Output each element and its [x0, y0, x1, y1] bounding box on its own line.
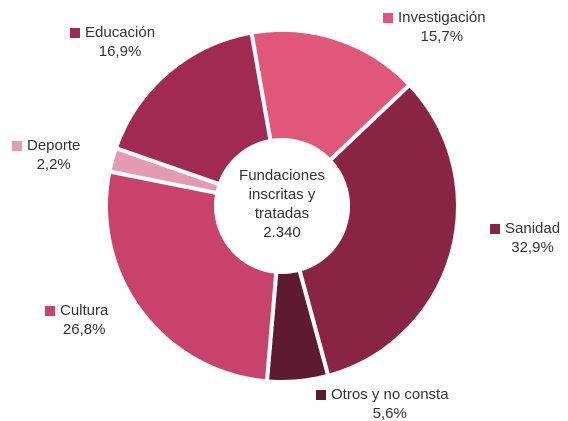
category-label: Otros y no consta [331, 386, 449, 403]
donut-slice [113, 30, 273, 187]
legend-swatch [70, 28, 80, 38]
value-label: 2,2% [37, 156, 71, 173]
category-label: Cultura [60, 302, 109, 319]
value-label: 26,8% [63, 321, 106, 338]
value-label: 32,9% [511, 239, 554, 256]
legend-swatch [316, 390, 326, 400]
legend-swatch [383, 13, 393, 23]
donut-slice [296, 81, 460, 379]
center-label: Fundaciones [239, 167, 325, 184]
category-label: Sanidad [505, 220, 560, 237]
donut-slice [104, 169, 279, 384]
category-label: Deporte [27, 137, 80, 154]
legend-swatch [45, 306, 55, 316]
center-label: tratadas [255, 205, 309, 222]
donut-hole [218, 142, 346, 270]
category-label: Educación [85, 24, 155, 41]
legend-swatch [490, 224, 500, 234]
value-label: 16,9% [99, 43, 142, 60]
donut-slice [249, 28, 413, 164]
value-label: 5,6% [373, 405, 407, 421]
value-label: 15,7% [421, 28, 464, 45]
legend-swatch [12, 141, 22, 151]
category-label: Investigación [398, 9, 486, 26]
center-label: inscritas y [249, 186, 316, 203]
center-label: 2.340 [263, 224, 301, 241]
